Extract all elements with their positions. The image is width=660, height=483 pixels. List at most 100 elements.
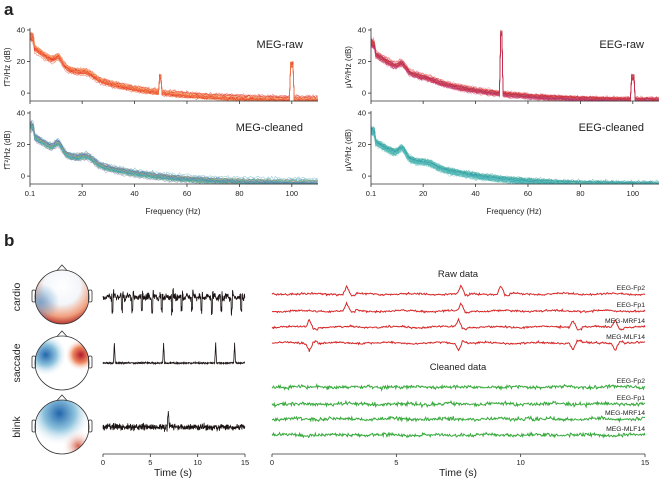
eeg-cleaned-psd-trace [370,127,659,185]
panel-letter-a: a [4,0,14,19]
sensor-trace-raw-eeg-fp1 [272,301,646,314]
component-time-axis: 0 5 10 15 [101,453,249,467]
meg-cleaned-psd-trace [29,120,318,185]
ica-x-tick-label: 10 [193,458,201,467]
component-trace-blink [102,410,246,432]
sensor-x-tick-label: 5 [394,458,398,467]
meg-raw-y-tick-label: 40 [17,26,25,35]
eeg-raw-title: EEG-raw [599,39,644,51]
meg-raw-y-tick-label: 0 [21,89,25,98]
eeg-cleaned-psd-trace [370,126,659,185]
eeg-cleaned-x-tick-label: 60 [524,189,532,198]
eeg-cleaned-psd-trace [370,129,659,185]
eeg-cleaned-title: EEG-cleaned [579,122,644,134]
sensor-label-raw-meg-mrf14: MEG-MRF14 [605,318,645,325]
panel-letter-b: b [4,231,14,250]
eeg-cleaned-x-tick-label: 40 [471,189,479,198]
meg-cleaned-x-tick-label: 40 [130,189,138,198]
eeg-cleaned-psd-trace [370,127,659,185]
ica-x-tick-label: 5 [148,458,152,467]
eeg-raw-traces [370,29,659,102]
sensor-trace-clean-meg-mrf14 [271,415,646,424]
eeg-cleaned-psd-trace [370,128,659,185]
sensor-trace-lines [271,284,646,439]
sensor-label-raw-eeg-fp1: EEG-Fp1 [617,302,646,309]
eeg-cleaned-psd-trace [370,128,659,185]
sensor-label-clean-meg-mrf14: MEG-MRF14 [605,410,645,417]
eeg-cleaned-psd-trace [370,127,659,184]
sensor-label-raw-eeg-fp2: EEG-Fp2 [617,285,646,292]
eeg-raw-ylabel: μV²/Hz (dB) [344,46,353,88]
meg-raw-title: MEG-raw [257,39,304,51]
eeg-cleaned-psd-trace [370,125,659,185]
eeg-cleaned-psd-trace [370,129,659,185]
meg-cleaned-y-tick-label: 40 [17,109,25,118]
sensor-label-clean-eeg-fp2: EEG-Fp2 [617,378,646,385]
ica-x-tick-label: 15 [241,458,249,467]
component-timecourses [102,288,246,432]
meg-cleaned-spectrum-plot: 0 20 40 0.1 20 40 60 80 100 MEG-cleaned fT²/Hz (… [3,109,318,216]
meg-cleaned-xlabel: Frequency (Hz) [145,207,200,216]
component-trace-cardio [102,288,246,317]
meg-raw-axes: 0 20 40 [17,26,318,104]
topomap-cardio [31,264,93,325]
meg-cleaned-title: MEG-cleaned [236,122,303,134]
meg-cleaned-x-tick-label: 80 [235,189,243,198]
sensor-trace-raw-eeg-fp2 [271,284,646,297]
eeg-raw-psd-trace [370,33,659,102]
eeg-cleaned-psd-trace [370,127,659,185]
meg-cleaned-ylabel: fT²/Hz (dB) [3,130,12,169]
sensor-trace-labels: EEG-Fp2 EEG-Fp1 MEG-MRF14 MEG-MLF14 EEG-Fp2 E… [605,285,645,433]
sensor-trace-raw-meg-mlf14 [271,339,646,352]
eeg-cleaned-x-tick-label: 100 [627,189,640,198]
sensor-x-tick-label: 15 [641,458,649,467]
meg-raw-y-tick-label: 20 [17,57,25,66]
meg-raw-psd-trace [29,33,318,102]
eeg-cleaned-psd-trace [370,128,659,185]
component-label-saccade: saccade [11,343,23,382]
eeg-cleaned-psd-trace [370,126,659,185]
topomap-saccade [31,330,93,391]
meg-cleaned-y-tick-label: 0 [21,172,25,181]
eeg-cleaned-x-tick-label: 0.1 [366,189,376,198]
meg-cleaned-axes: 0 20 40 0.1 20 40 60 80 100 [17,109,318,198]
meg-cleaned-x-tick-label: 60 [183,189,191,198]
sensor-trace-clean-eeg-fp2 [271,382,646,392]
eeg-raw-axes: 0 20 40 [358,26,659,104]
eeg-cleaned-psd-trace [370,129,659,185]
sensor-label-clean-meg-mlf14: MEG-MLF14 [606,426,645,433]
eeg-cleaned-y-tick-label: 0 [362,172,366,181]
eeg-cleaned-psd-trace [370,129,659,185]
cleaned-data-title: Cleaned data [430,362,487,373]
meg-cleaned-traces [29,119,318,185]
sensor-trace-clean-meg-mlf14 [271,431,646,439]
eeg-cleaned-x-tick-label: 20 [419,189,427,198]
meg-cleaned-x-tick-label: 20 [78,189,86,198]
sensor-traces-block: Raw data Cleaned data EEG-Fp2 EEG-Fp1 MEG-… [270,269,649,479]
sensor-label-clean-eeg-fp1: EEG-Fp1 [617,395,646,402]
eeg-cleaned-x-tick-label: 80 [576,189,584,198]
meg-cleaned-x-tick-label: 100 [286,189,299,198]
component-trace-saccade [102,342,246,366]
eeg-cleaned-psd-trace [370,126,659,185]
eeg-raw-y-tick-label: 0 [362,89,366,98]
component-label-cardio: cardio [11,283,23,312]
meg-raw-ylabel: fT²/Hz (dB) [3,47,12,86]
component-label-blink: blink [11,415,23,437]
eeg-cleaned-psd-trace [370,126,659,185]
sensor-time-axis: 0 5 10 15 [270,453,649,467]
eeg-cleaned-psd-trace [370,127,659,185]
eeg-cleaned-psd-trace [370,127,659,185]
eeg-cleaned-psd-trace [370,129,659,185]
raw-data-title: Raw data [438,269,479,280]
eeg-cleaned-psd-trace [370,128,659,185]
topomap-blink [31,394,93,455]
eeg-cleaned-psd-trace [370,129,659,185]
eeg-cleaned-xlabel: Frequency (Hz) [486,207,541,216]
ica-x-tick-label: 0 [101,458,105,467]
sensor-trace-raw-meg-mrf14 [271,317,646,331]
eeg-cleaned-psd-trace [370,126,659,185]
ica-xlabel: Time (s) [154,467,192,479]
eeg-cleaned-y-tick-label: 20 [358,140,366,149]
meg-raw-spectrum-plot: 0 20 40 MEG-raw fT²/Hz (dB) [3,26,318,104]
